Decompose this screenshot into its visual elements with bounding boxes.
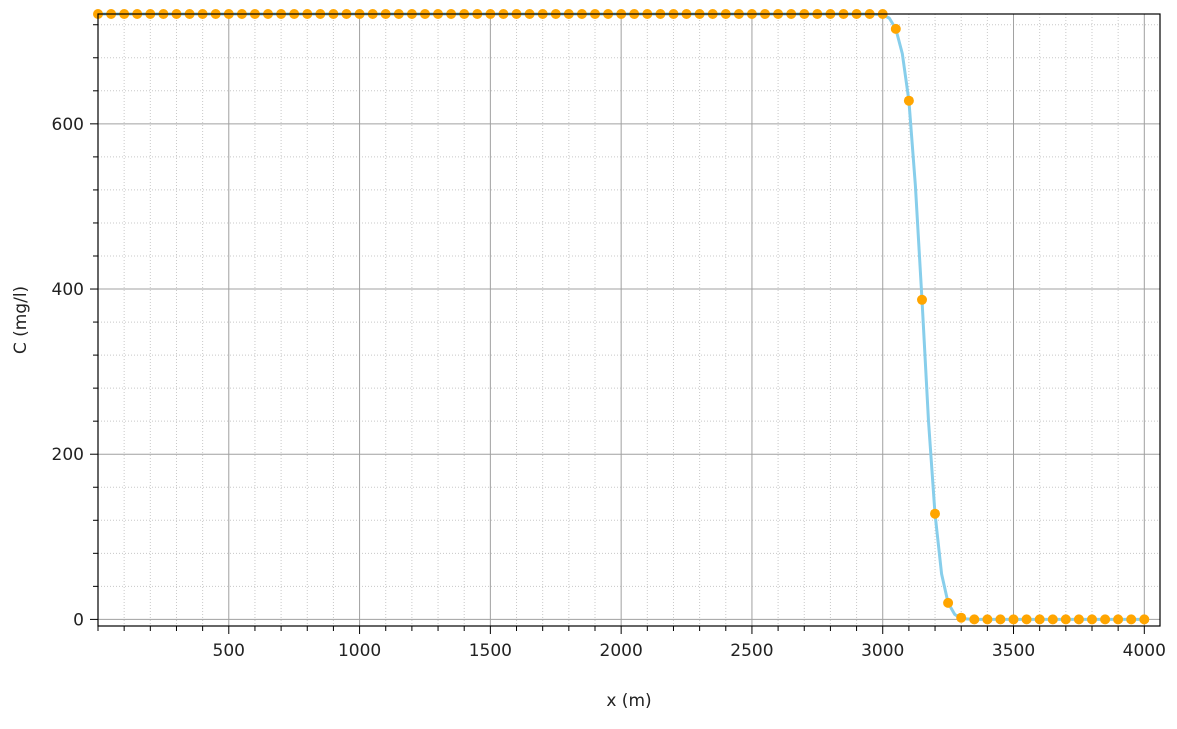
data-point <box>969 614 980 625</box>
x-tick-label: 3000 <box>861 641 904 661</box>
data-point <box>1008 614 1019 625</box>
data-point <box>1073 614 1084 625</box>
x-tick-label: 1500 <box>469 641 512 661</box>
minor-grid <box>97 14 1160 626</box>
x-tick-label: 2000 <box>600 641 643 661</box>
data-point <box>1100 614 1111 625</box>
x-tick-label: 500 <box>213 641 245 661</box>
y-tick-label: 200 <box>52 445 84 465</box>
data-point <box>1034 614 1045 625</box>
x-tick-label: 3500 <box>992 641 1035 661</box>
y-tick-label: 0 <box>73 610 84 630</box>
plot-frame <box>97 13 1161 627</box>
y-tick-label: 400 <box>52 280 84 300</box>
data-point <box>1060 614 1071 625</box>
data-point <box>917 294 927 305</box>
data-point <box>982 614 993 625</box>
major-grid <box>98 14 1160 626</box>
y-axis-label: C (mg/l) <box>11 286 31 354</box>
data-point <box>1113 614 1124 625</box>
data-point <box>1047 614 1058 625</box>
data-point <box>1021 614 1032 625</box>
data-point <box>903 95 914 106</box>
data-point <box>890 23 901 34</box>
data-point <box>1139 614 1150 625</box>
data-point <box>956 612 967 623</box>
axis-ticks <box>90 24 1145 634</box>
x-tick-label: 4000 <box>1123 641 1166 661</box>
data-point <box>1087 614 1097 625</box>
x-tick-label: 2500 <box>730 641 773 661</box>
data-point <box>943 597 954 608</box>
data-point <box>995 614 1006 625</box>
data-point <box>1126 614 1137 625</box>
tick-labels: 500 1000 1500 2000 2500 3000 3500 4000 0 200 400 60… <box>52 115 1166 661</box>
y-tick-label: 600 <box>52 115 84 135</box>
data-point <box>930 508 940 519</box>
x-axis-label: x (m) <box>606 691 651 711</box>
x-tick-label: 1000 <box>338 641 381 661</box>
